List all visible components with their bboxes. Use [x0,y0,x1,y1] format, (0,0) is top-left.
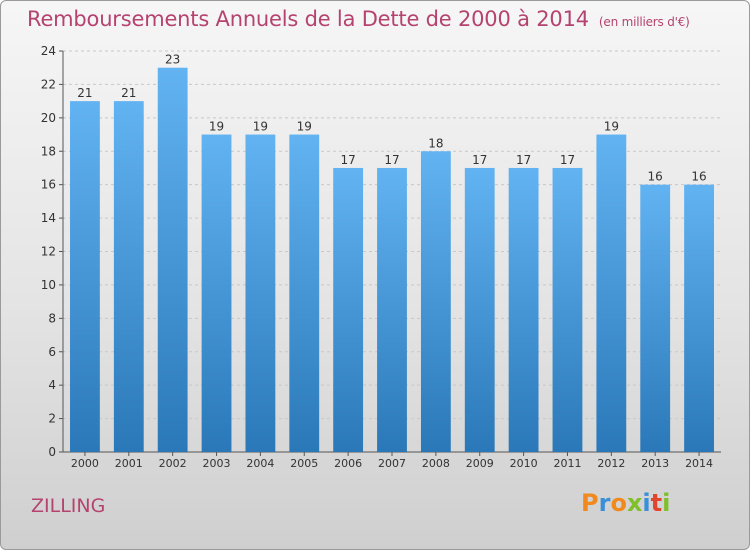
x-tick-label-2011: 2011 [553,457,581,470]
y-tick-label: 12 [41,245,56,259]
data-label-2001: 21 [121,86,136,100]
data-label-2000: 21 [77,86,92,100]
data-label-2013: 16 [648,170,663,184]
logo-letter: P [581,489,599,517]
bar-2013 [640,184,671,452]
x-tick-label-2001: 2001 [115,457,143,470]
data-label-2003: 19 [209,120,224,134]
data-label-2014: 16 [691,170,706,184]
x-tick-label-2012: 2012 [597,457,625,470]
x-tick-label-2000: 2000 [71,457,99,470]
x-tick-label-2003: 2003 [203,457,231,470]
x-tick-label-2004: 2004 [246,457,274,470]
logo-letter: x [626,489,643,517]
data-label-2008: 18 [428,136,443,150]
y-tick-label: 18 [41,144,56,158]
x-tick-label-2014: 2014 [685,457,713,470]
y-tick-label: 16 [41,178,56,192]
data-label-2012: 19 [604,120,619,134]
chart-unit: (en milliers d'€) [598,15,690,29]
logo-letter: o [610,489,627,517]
x-tick-label-2006: 2006 [334,457,362,470]
x-tick-label-2009: 2009 [466,457,494,470]
city-name: ZILLING [31,495,106,517]
bar-2002 [157,67,188,452]
y-tick-label: 0 [48,445,56,459]
x-tick-label-2002: 2002 [159,457,187,470]
y-tick-label: 2 [48,412,56,426]
y-tick-label: 6 [48,345,56,359]
chart-title-text: Remboursements Annuels de la Dette de 20… [27,7,589,31]
y-tick-label: 22 [41,77,56,91]
logo-letter: t [650,489,663,517]
y-tick-label: 10 [41,278,56,292]
bar-2003 [201,134,232,452]
bar-2005 [289,134,320,452]
bar-2012 [596,134,627,452]
bar-2014 [684,184,714,452]
proxiti-logo: Proxiti [581,489,670,517]
chart-title: Remboursements Annuels de la Dette de 20… [27,7,690,31]
y-tick-label: 14 [41,211,56,225]
x-tick-label-2005: 2005 [290,457,318,470]
bar-2001 [113,101,144,452]
data-label-2009: 17 [472,153,487,167]
bar-2010 [508,167,539,453]
data-label-2004: 19 [253,120,268,134]
x-tick-label-2008: 2008 [422,457,450,470]
y-tick-label: 24 [41,44,56,58]
bar-2008 [420,151,451,452]
y-tick-label: 8 [48,311,56,325]
data-label-2002: 23 [165,53,180,67]
y-tick-label: 4 [48,378,56,392]
x-tick-label-2010: 2010 [510,457,538,470]
x-tick-label-2007: 2007 [378,457,406,470]
bar-2000 [70,101,100,452]
data-label-2005: 19 [297,120,312,134]
data-label-2007: 17 [384,153,399,167]
bar-2004 [245,134,276,452]
data-label-2011: 17 [560,153,575,167]
logo-letter: i [642,489,651,517]
logo-letter: r [598,489,611,517]
data-label-2006: 17 [340,153,355,167]
y-tick-label: 20 [41,111,56,125]
data-label-2010: 17 [516,153,531,167]
logo-letter: i [662,489,671,517]
bar-2009 [464,167,495,453]
x-tick-label-2013: 2013 [641,457,669,470]
bar-2007 [377,167,407,453]
bar-2006 [333,167,364,453]
bar-2011 [552,167,583,453]
